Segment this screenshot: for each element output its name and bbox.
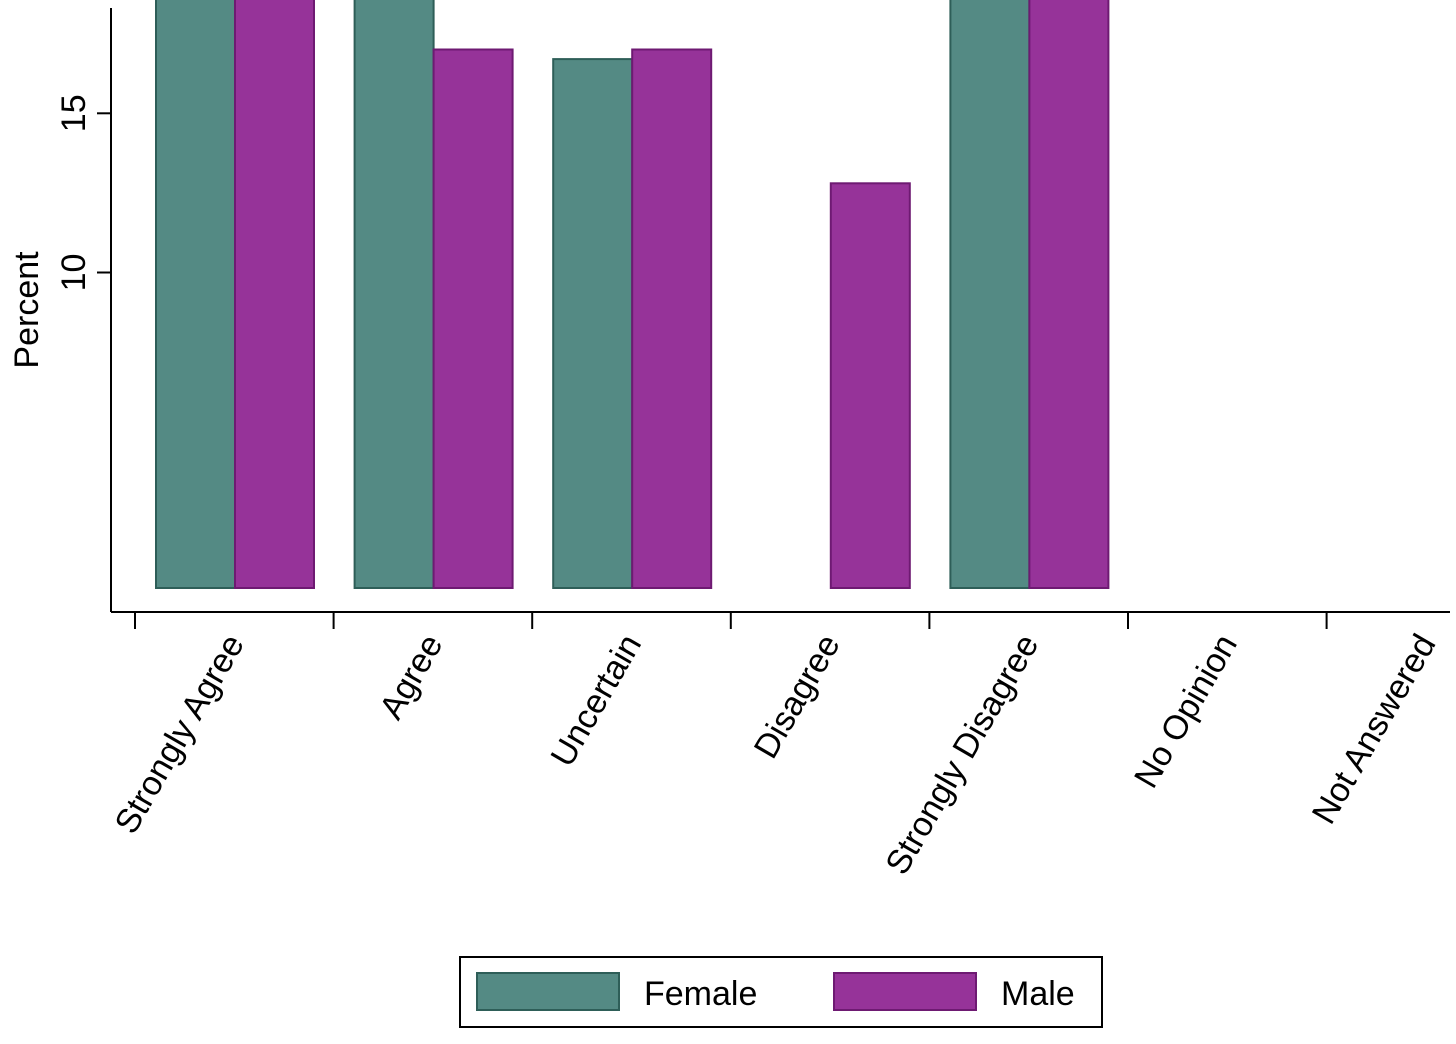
legend-label-male: Male	[1001, 975, 1075, 1013]
x-tick-label-uncertain: Uncertain	[543, 628, 649, 773]
bar-female-agree	[353, 0, 435, 589]
bar-female-strongly-agree	[155, 0, 236, 589]
x-tick-label-disagree: Disagree	[747, 628, 848, 765]
legend: Female Male	[459, 956, 1103, 1028]
legend-swatch-male	[833, 972, 977, 1011]
legend-swatch-female	[476, 972, 620, 1011]
x-tick-label-strongly-disagree: Strongly Disagree	[878, 628, 1046, 881]
x-tick-label-strongly-agree: Strongly Agree	[108, 628, 252, 840]
bar-female-uncertain	[552, 58, 634, 590]
legend-label-female: Female	[644, 975, 757, 1013]
bar-female-strongly-disagree	[949, 0, 1031, 589]
bar-male-strongly-agree	[234, 0, 315, 590]
x-tick-label-not-answered: Not Answered	[1305, 628, 1444, 830]
y-tick-label-15: 15	[55, 94, 93, 132]
bar-male-agree	[432, 48, 514, 589]
x-tick-label-agree: Agree	[372, 628, 450, 726]
y-tick-label-10: 10	[55, 254, 93, 292]
bar-male-disagree	[829, 182, 911, 590]
bars	[155, 0, 1110, 590]
bar-male-uncertain	[631, 48, 713, 589]
bar-male-strongly-disagree	[1028, 0, 1110, 589]
y-axis-title: Percent	[8, 251, 46, 369]
x-axis-ticks: Strongly Agree Agree Uncertain Disagree Stro…	[108, 612, 1444, 881]
y-axis-ticks: 101520253035	[55, 94, 111, 292]
x-tick-label-no-opinion: No Opinion	[1127, 628, 1245, 794]
